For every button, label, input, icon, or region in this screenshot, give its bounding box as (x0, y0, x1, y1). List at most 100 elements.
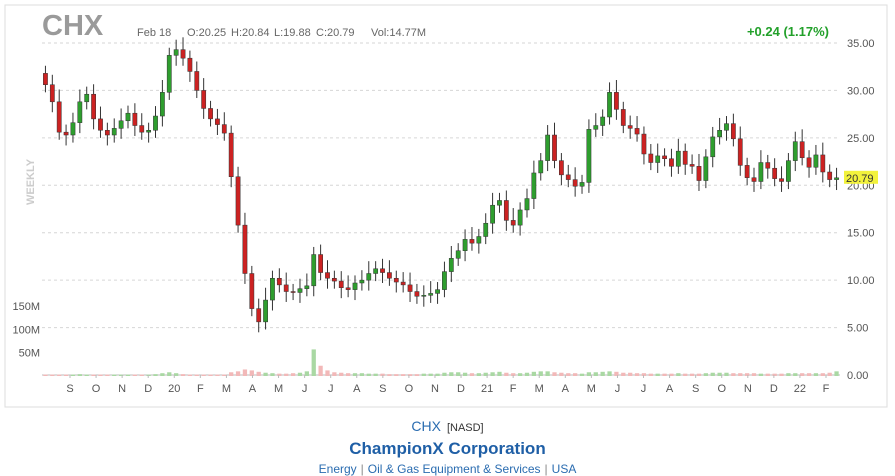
candle-body (710, 136, 716, 158)
volume-bar (318, 365, 323, 376)
candle-body (208, 108, 213, 120)
x-tick-label: N (744, 383, 752, 395)
candle-body (724, 123, 729, 131)
candle-body (448, 258, 454, 272)
y-tick-label: 10.00 (847, 275, 875, 287)
candle-body (490, 204, 495, 224)
country-link[interactable]: USA (551, 462, 577, 476)
candle-body (717, 130, 722, 138)
volume-bar (125, 374, 131, 376)
candle-body (187, 57, 193, 72)
footer-symbol-line: CHX [NASD] (0, 418, 895, 434)
candle-body (215, 118, 220, 125)
company-name[interactable]: ChampionX Corporation (349, 439, 546, 458)
candle-body (799, 141, 805, 159)
y-tick-label: 5.00 (847, 323, 868, 335)
candle-body (352, 282, 358, 290)
x-tick-label: 20 (168, 383, 180, 395)
footer-exchange: [NASD] (446, 422, 484, 434)
volume-bar (566, 373, 571, 376)
volume-bar (174, 373, 179, 376)
candle-body (634, 128, 640, 135)
volume-bar (442, 372, 447, 376)
candle-body (483, 222, 489, 237)
candle-body (455, 250, 461, 259)
volume-bar (758, 373, 764, 376)
candle-body (655, 155, 661, 163)
volume-bar (43, 374, 48, 376)
volume-bar (586, 372, 592, 376)
volume-bar (256, 371, 261, 376)
candle-body (559, 160, 564, 176)
x-tick-label: S (379, 383, 386, 395)
industry-link[interactable]: Oil & Gas Equipment & Services (367, 462, 541, 476)
volume-bar (751, 373, 757, 376)
volume-bar (421, 373, 426, 376)
volume-bar (628, 372, 633, 376)
candle-body (118, 120, 124, 129)
volume-bar (242, 369, 248, 376)
candle-body (744, 165, 750, 178)
candle-body (153, 115, 158, 131)
candle-body (689, 164, 695, 167)
x-tick-label: S (692, 383, 699, 395)
volume-bar (813, 373, 819, 376)
candle-body (827, 171, 833, 180)
volume-bar (676, 373, 681, 376)
volume-bar (621, 372, 626, 376)
volume-bar (600, 371, 605, 376)
volume-bar (139, 374, 144, 376)
candle-body (290, 291, 296, 293)
candle-body (160, 92, 165, 117)
volume-bar (669, 373, 674, 376)
volume-bar (359, 373, 365, 376)
candle-body (469, 239, 475, 244)
footer-symbol[interactable]: CHX (411, 418, 441, 434)
candle-body (510, 220, 516, 226)
x-tick-label: J (641, 383, 647, 395)
x-tick-label: D (457, 383, 465, 395)
volume-bar (401, 374, 406, 376)
volume-bar (428, 373, 433, 376)
volume-bar (394, 374, 399, 376)
candle-body (70, 122, 76, 136)
volume-bar (160, 373, 165, 376)
volume-bar (284, 373, 289, 376)
header-date: Feb 18 (137, 27, 171, 39)
volume-bar (263, 372, 268, 376)
candle-body (125, 112, 131, 122)
ticker-symbol: CHX (42, 10, 104, 42)
volume-bar (456, 372, 461, 376)
volume-tick-label: 150M (12, 301, 40, 313)
header-close: C:20.79 (316, 27, 355, 39)
candle-body (786, 160, 791, 182)
x-tick-label: F (197, 383, 204, 395)
volume-bar (827, 372, 832, 376)
candle-body (393, 277, 399, 283)
volume-bar (414, 374, 420, 376)
volume-bar (118, 374, 124, 376)
volume-bar (820, 373, 825, 376)
candle-body (545, 134, 551, 161)
volume-bar (593, 372, 598, 376)
footer-classification: Energy | Oil & Gas Equipment & Services | US… (318, 462, 577, 476)
candle-body (765, 162, 771, 169)
candle-body (620, 109, 626, 126)
volume-bar (641, 373, 647, 376)
candle-body (297, 288, 303, 293)
candle-body (338, 280, 344, 288)
candle-body (758, 162, 764, 182)
candle-body (221, 124, 227, 134)
volume-bar (57, 374, 62, 376)
volume-bar (717, 372, 722, 376)
candle-body (462, 239, 468, 251)
volume-bar (63, 374, 69, 376)
candle-body (345, 287, 351, 290)
candle-body (503, 200, 509, 221)
header-open: O:20.25 (187, 27, 226, 39)
x-tick-label: N (118, 383, 126, 395)
candle-body (201, 90, 207, 109)
header-volume: Vol:14.77M (371, 27, 426, 39)
sector-link[interactable]: Energy (318, 462, 357, 476)
